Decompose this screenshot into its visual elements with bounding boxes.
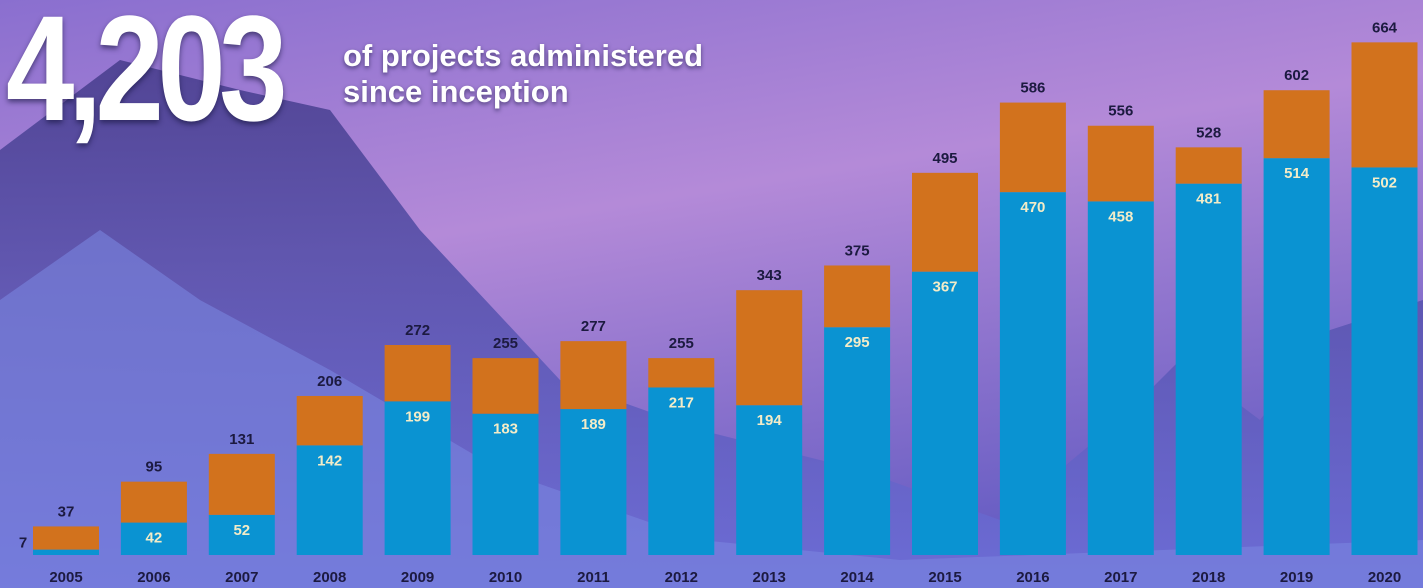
total-label: 602 — [1284, 67, 1309, 84]
bar-segment — [648, 358, 715, 388]
bar-segment — [1087, 125, 1154, 202]
bar-segment — [1263, 158, 1330, 556]
x-tick-label: 2006 — [137, 569, 170, 586]
bar-segment — [1087, 201, 1154, 555]
segment-label: 7 — [19, 535, 27, 552]
total-label: 586 — [1020, 80, 1045, 97]
bar-segment — [296, 445, 363, 555]
segment-label: 514 — [1284, 165, 1310, 182]
x-tick-label: 2009 — [401, 569, 434, 586]
bar-segment — [472, 413, 539, 555]
x-tick-label: 2010 — [489, 569, 522, 586]
total-label: 664 — [1372, 19, 1398, 36]
segment-label: 199 — [405, 408, 430, 425]
bar-segment — [736, 290, 803, 406]
total-label: 255 — [493, 335, 518, 352]
x-tick-label: 2005 — [49, 569, 82, 586]
bar-segment — [824, 327, 891, 555]
x-tick-label: 2019 — [1280, 569, 1313, 586]
total-label: 375 — [845, 242, 870, 259]
bar-segment — [1351, 167, 1418, 556]
x-tick-label: 2020 — [1368, 569, 1401, 586]
total-label: 528 — [1196, 124, 1221, 141]
bar-segment — [472, 358, 539, 414]
x-tick-label: 2016 — [1016, 569, 1049, 586]
segment-label: 502 — [1372, 174, 1397, 191]
bar-segment — [560, 341, 627, 410]
total-label: 343 — [757, 267, 782, 284]
bar-segment — [999, 192, 1066, 555]
x-tick-label: 2018 — [1192, 569, 1225, 586]
total-label: 495 — [932, 150, 957, 167]
x-tick-label: 2011 — [577, 569, 610, 586]
total-label: 37 — [58, 503, 75, 520]
headline-number: 4,203 — [6, 0, 288, 152]
headline-text: of projects administered since inception — [343, 38, 704, 109]
total-label: 277 — [581, 318, 606, 335]
bar-segment — [33, 526, 99, 550]
bar-segment — [384, 345, 451, 402]
segment-label: 183 — [493, 421, 518, 438]
total-label: 95 — [146, 459, 163, 476]
segment-label: 217 — [669, 394, 694, 411]
segment-label: 367 — [932, 279, 957, 296]
total-label: 131 — [229, 431, 254, 448]
bar-segment — [120, 481, 187, 523]
segment-label: 194 — [757, 412, 783, 429]
total-label: 255 — [669, 335, 694, 352]
bar-segment — [1175, 147, 1242, 184]
x-tick-label: 2015 — [928, 569, 961, 586]
segment-label: 42 — [146, 530, 163, 547]
bar-segment — [560, 409, 627, 555]
segment-label: 481 — [1196, 191, 1221, 208]
x-tick-label: 2012 — [665, 569, 698, 586]
total-label: 272 — [405, 322, 430, 339]
x-tick-label: 2014 — [840, 569, 874, 586]
total-label: 206 — [317, 373, 342, 390]
bar-segment — [648, 387, 715, 555]
bar-segment — [120, 522, 187, 555]
bar-segment — [1351, 42, 1418, 168]
bar-segment — [1263, 90, 1330, 159]
bar-segment — [999, 102, 1066, 193]
bar-segment — [912, 172, 978, 272]
segment-label: 52 — [233, 522, 250, 539]
bar-segment — [824, 265, 891, 328]
bar-segment — [208, 514, 275, 555]
x-tick-label: 2017 — [1104, 569, 1137, 586]
bar-segment — [208, 453, 275, 515]
bar-segment — [1175, 183, 1242, 555]
segment-label: 458 — [1108, 208, 1133, 225]
total-label: 556 — [1108, 103, 1133, 120]
segment-label: 295 — [845, 334, 870, 351]
x-tick-label: 2013 — [753, 569, 786, 586]
bar-segment — [912, 271, 978, 555]
bar-segment — [736, 405, 803, 555]
segment-label: 142 — [317, 452, 342, 469]
segment-label: 470 — [1020, 199, 1045, 216]
bar-segment — [296, 395, 363, 446]
segment-label: 189 — [581, 416, 606, 433]
x-tick-label: 2007 — [225, 569, 258, 586]
bar-segment — [33, 549, 99, 555]
bar-segment — [384, 401, 451, 555]
x-tick-label: 2008 — [313, 569, 346, 586]
